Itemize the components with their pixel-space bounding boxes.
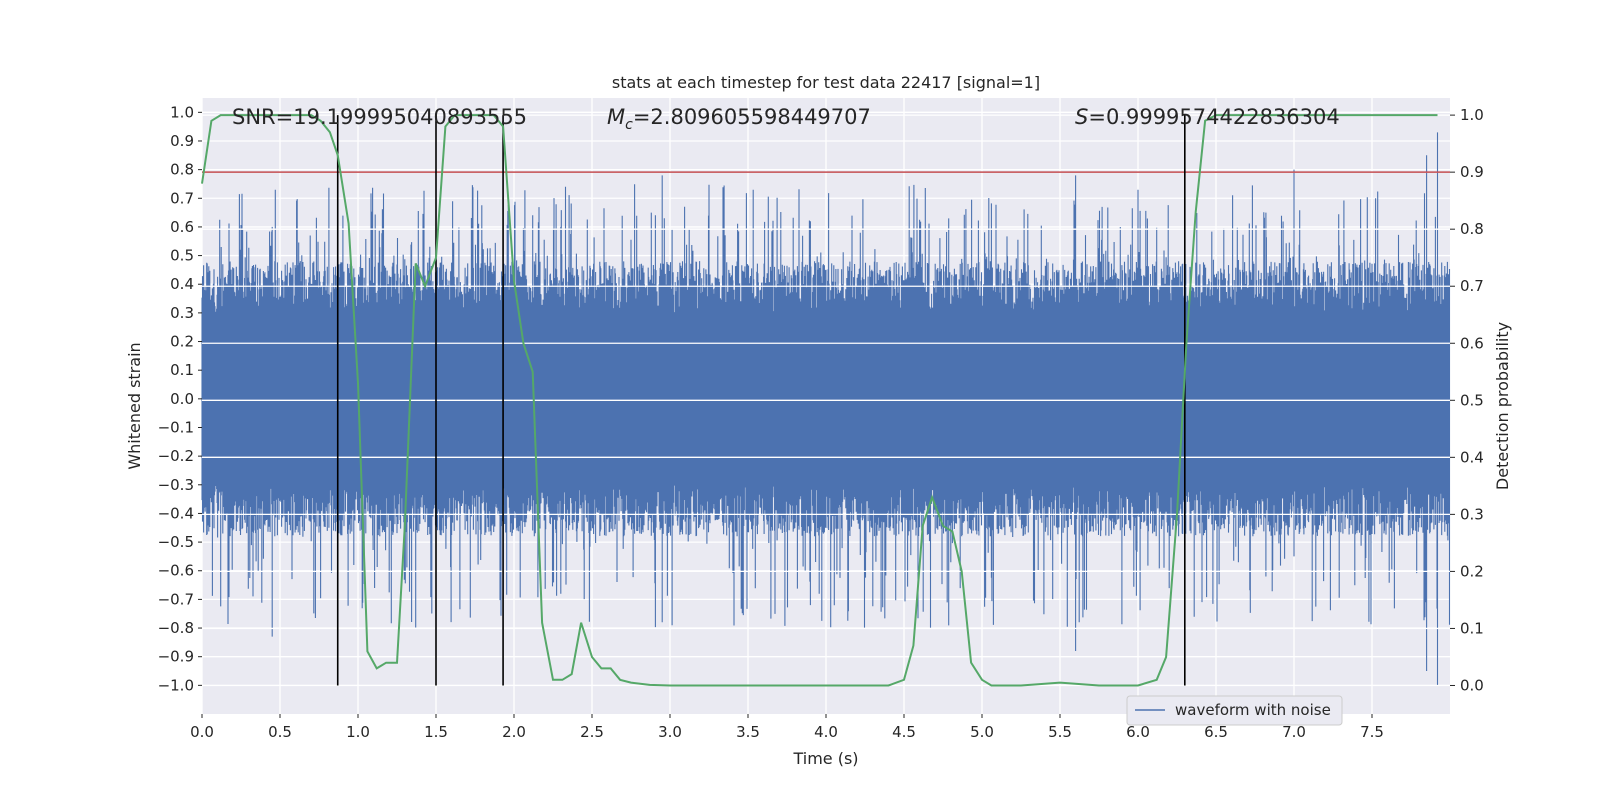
y-right-tick-label: 1.0 bbox=[1460, 106, 1484, 124]
y-axis-label: Whitened strain bbox=[125, 342, 144, 469]
y-tick-label: −1.0 bbox=[158, 676, 194, 694]
score-annotation: S=0.9999574422836304 bbox=[1075, 105, 1340, 129]
y-right-tick-label: 0.0 bbox=[1460, 676, 1484, 694]
y-tick-label: 0.4 bbox=[170, 275, 194, 293]
y-tick-label: 0.2 bbox=[170, 333, 194, 351]
x-tick-label: 2.5 bbox=[580, 723, 604, 741]
y-tick-label: −0.3 bbox=[158, 476, 194, 494]
x-tick-label: 7.5 bbox=[1360, 723, 1384, 741]
detection-probability-line bbox=[201, 114, 1438, 687]
y-axis-right-ticks: 1.0 0.9 0.8 0.7 0.6 0.5 0.4 0.3 0.2 0.1 0.0 bbox=[1450, 106, 1484, 694]
y-tick-label: −0.9 bbox=[158, 648, 194, 666]
y-right-tick-label: 0.4 bbox=[1460, 448, 1484, 466]
x-tick-label: 4.0 bbox=[814, 723, 838, 741]
y-right-tick-label: 0.5 bbox=[1460, 391, 1484, 409]
x-tick-label: 2.0 bbox=[502, 723, 526, 741]
y-tick-label: −0.6 bbox=[158, 562, 194, 580]
x-tick-label: 5.0 bbox=[970, 723, 994, 741]
legend-label: waveform with noise bbox=[1175, 701, 1331, 719]
y-right-tick-label: 0.8 bbox=[1460, 220, 1484, 238]
y-right-tick-label: 0.3 bbox=[1460, 505, 1484, 523]
x-tick-label: 5.5 bbox=[1048, 723, 1072, 741]
x-tick-label: 6.5 bbox=[1204, 723, 1228, 741]
chart-title: stats at each timestep for test data 224… bbox=[612, 73, 1040, 92]
x-tick-label: 0.0 bbox=[190, 723, 214, 741]
y-tick-label: 0.6 bbox=[170, 218, 194, 236]
x-tick-label: 1.5 bbox=[424, 723, 448, 741]
y-tick-label: −0.8 bbox=[158, 619, 194, 637]
y-right-tick-label: 0.1 bbox=[1460, 619, 1484, 637]
y-tick-label: 0.8 bbox=[170, 161, 194, 179]
y-axis-ticks: 1.0 0.9 0.8 0.7 0.6 0.5 0.4 0.3 0.2 0.1 0.0 −0.1 −0.… bbox=[158, 103, 202, 694]
x-tick-label: 0.5 bbox=[268, 723, 292, 741]
y-tick-label: 0.7 bbox=[170, 189, 194, 207]
x-tick-label: 7.0 bbox=[1282, 723, 1306, 741]
y-tick-label: 0.1 bbox=[170, 361, 194, 379]
legend-box bbox=[1126, 695, 1343, 726]
y-tick-label: 0.0 bbox=[170, 390, 194, 408]
x-tick-label: 3.0 bbox=[658, 723, 682, 741]
y-right-tick-label: 0.9 bbox=[1460, 163, 1484, 181]
overlay-lines bbox=[201, 114, 1450, 687]
y-tick-label: −0.1 bbox=[158, 418, 194, 436]
y-tick-label: 0.5 bbox=[170, 247, 194, 265]
y-tick-label: 0.9 bbox=[170, 132, 194, 150]
y-tick-label: 1.0 bbox=[170, 103, 194, 121]
y-tick-label: −0.2 bbox=[158, 447, 194, 465]
snr-annotation: SNR=19.199995040893555 bbox=[232, 105, 527, 129]
y-right-tick-label: 0.7 bbox=[1460, 277, 1484, 295]
x-tick-label: 3.5 bbox=[736, 723, 760, 741]
x-tick-label: 6.0 bbox=[1126, 723, 1150, 741]
y-tick-label: −0.7 bbox=[158, 590, 194, 608]
y-axis-right-label: Detection probability bbox=[1493, 322, 1512, 490]
x-tick-label: 4.5 bbox=[892, 723, 916, 741]
y-right-tick-label: 0.6 bbox=[1460, 334, 1484, 352]
y-tick-label: 0.3 bbox=[170, 304, 194, 322]
x-axis-label: Time (s) bbox=[792, 749, 858, 768]
y-right-tick-label: 0.2 bbox=[1460, 562, 1484, 580]
x-axis-ticks: 0.0 0.5 1.0 1.5 2.0 2.5 3.0 3.5 4.0 4.5 5.0 5.5 6.0 6… bbox=[190, 714, 1384, 741]
legend: waveform with noise bbox=[1126, 695, 1343, 726]
y-tick-label: −0.4 bbox=[158, 504, 194, 522]
chirp-mass-annotation: Mc=2.809605598449707 bbox=[607, 105, 871, 133]
x-tick-label: 1.0 bbox=[346, 723, 370, 741]
y-tick-label: −0.5 bbox=[158, 533, 194, 551]
